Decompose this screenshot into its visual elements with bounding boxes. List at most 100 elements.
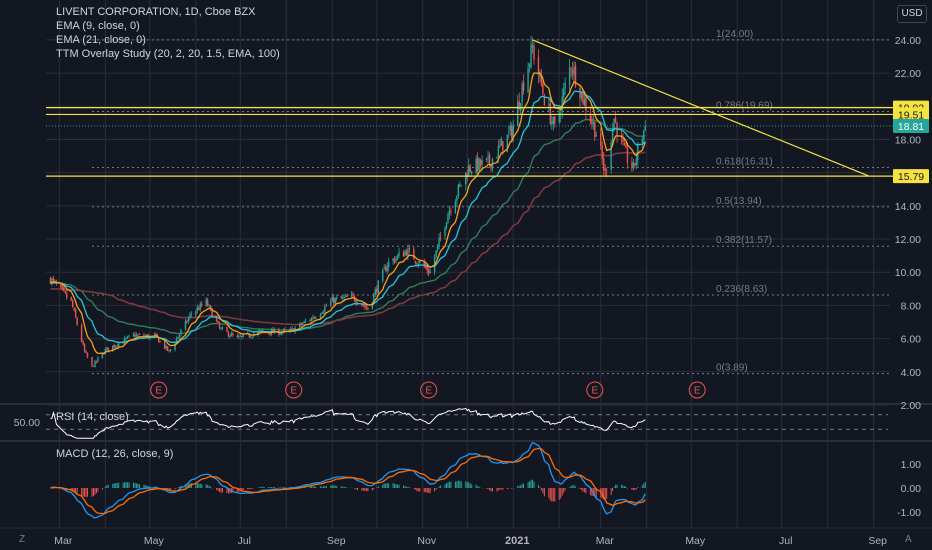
- currency-button[interactable]: USD: [897, 5, 927, 23]
- candle-body: [625, 145, 627, 148]
- candle-body: [310, 317, 313, 321]
- candle-body: [478, 158, 480, 171]
- candle-body: [574, 65, 577, 87]
- earnings-label: E: [155, 386, 162, 397]
- candle-body: [591, 119, 593, 124]
- candle-body: [447, 214, 449, 224]
- candle-body: [76, 318, 78, 325]
- candle-body: [258, 330, 261, 332]
- candle-body: [405, 250, 408, 256]
- time-tick-label: May: [144, 535, 165, 547]
- ttm-ema-path: [50, 151, 646, 326]
- candle-body: [469, 166, 471, 172]
- timezone-icon[interactable]: Z: [19, 534, 26, 545]
- ttm-ema-line: [50, 151, 646, 326]
- ema-21-line: [50, 90, 646, 343]
- candle-body: [392, 258, 394, 261]
- candle-body: [248, 333, 250, 337]
- candle-body: [601, 146, 603, 160]
- candle-body: [603, 158, 605, 171]
- candle-body: [106, 347, 108, 350]
- earnings-marker: [150, 381, 168, 399]
- price-tick-label: 14.00: [895, 201, 921, 213]
- macd-legend[interactable]: MACD (12, 26, close, 9): [56, 448, 174, 460]
- candle-body: [313, 317, 316, 319]
- candle-body: [537, 56, 540, 75]
- ema-9-legend[interactable]: EMA (9, close, 0): [56, 20, 140, 32]
- candle-body: [361, 304, 363, 306]
- candle-body: [64, 290, 66, 293]
- candle-body: [257, 331, 259, 335]
- earnings-label: E: [694, 386, 701, 397]
- candle-body: [419, 261, 421, 263]
- candle-body: [334, 298, 336, 304]
- candle-body: [315, 317, 317, 319]
- candle-body: [336, 297, 338, 299]
- candle-body: [115, 345, 117, 348]
- candle-body: [425, 265, 427, 268]
- candle-body: [220, 327, 222, 329]
- candle-body: [450, 210, 452, 212]
- rsi-tick-label: 50.00: [14, 417, 40, 429]
- candle-body: [377, 280, 379, 294]
- candle-body: [239, 335, 242, 337]
- candle-body: [423, 261, 425, 267]
- candle-body: [168, 350, 170, 351]
- candle-body: [540, 73, 543, 85]
- candle-body: [352, 293, 354, 296]
- candle-body: [340, 296, 342, 299]
- candle-body: [128, 335, 130, 337]
- candle-body: [300, 323, 302, 325]
- candle-body: [626, 147, 629, 163]
- candle-body: [374, 289, 376, 295]
- candle-body: [344, 295, 347, 297]
- candle-body: [393, 259, 396, 263]
- candle-body: [542, 84, 544, 94]
- candle-body: [112, 345, 114, 350]
- candle-body: [456, 196, 458, 201]
- candle-body: [611, 128, 614, 145]
- candle-body: [582, 89, 584, 104]
- candle-body: [362, 305, 365, 306]
- ttm-legend[interactable]: TTM Overlay Study (20, 2, 20, 1.5, EMA, …: [56, 48, 280, 60]
- candle-body: [426, 266, 428, 271]
- candle-body: [175, 338, 178, 344]
- candle-body: [135, 334, 138, 337]
- candle-body: [163, 341, 166, 349]
- candle-body: [414, 260, 417, 263]
- candle-body: [522, 82, 525, 91]
- ema-21-legend[interactable]: EMA (21, close, 0): [56, 34, 146, 46]
- auto-scale-icon[interactable]: A: [905, 534, 912, 545]
- macd-panel: 1.00 0.00 -1.00: [50, 441, 922, 519]
- price-badge-label: 18.81: [898, 121, 924, 133]
- candle-body: [387, 261, 390, 268]
- candle-body: [508, 132, 510, 133]
- candle-body: [402, 252, 405, 257]
- candle-body: [511, 126, 513, 139]
- candle-body: [435, 250, 437, 258]
- candle-body: [589, 113, 592, 122]
- candle-body: [229, 335, 231, 337]
- candle-body: [272, 329, 274, 333]
- candle-body: [85, 351, 87, 353]
- macd-tick-label: 0.00: [901, 483, 922, 495]
- ema-21-path: [50, 90, 646, 343]
- candle-body: [527, 68, 529, 93]
- candle-body: [398, 252, 400, 256]
- candle-body: [113, 344, 115, 348]
- time-tick-label: Mar: [54, 535, 73, 547]
- rsi-legend[interactable]: RSI (14, close): [56, 411, 129, 423]
- ema-9-path: [50, 72, 646, 355]
- candle-body: [217, 321, 219, 323]
- candle-body: [487, 155, 489, 158]
- price-axis: 24.0022.0020.0018.0016.0014.0012.0010.00…: [893, 35, 929, 412]
- price-tick-label: 2.00: [901, 400, 922, 412]
- candle-body: [169, 349, 172, 351]
- candle-body: [71, 300, 74, 308]
- candle-body: [499, 144, 501, 146]
- price-tick-label: 8.00: [901, 300, 922, 312]
- candle-body: [488, 154, 491, 165]
- candle-body: [333, 297, 335, 304]
- candle-body: [123, 337, 126, 343]
